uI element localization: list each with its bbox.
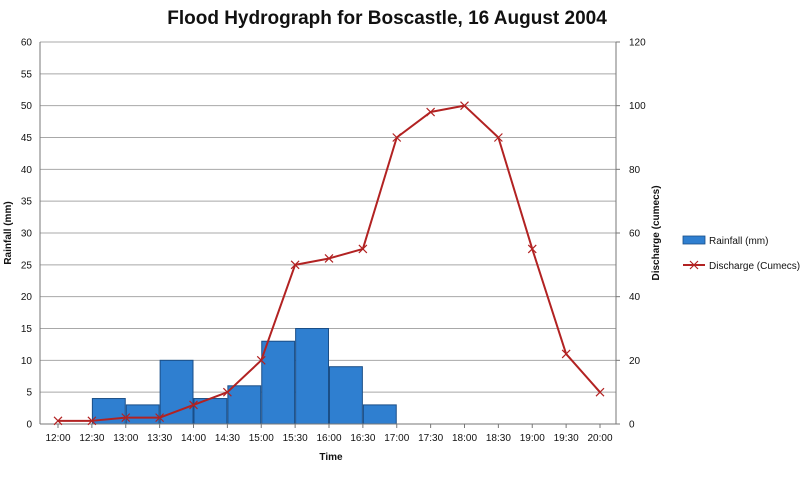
discharge-point-marker [53, 416, 63, 426]
y-left-tick-label: 50 [21, 101, 33, 112]
x-tick-label: 13:30 [147, 433, 172, 444]
gridlines [40, 41, 616, 425]
y-left-tick-label: 20 [21, 292, 33, 303]
discharge-point-marker [222, 387, 232, 397]
discharge-point-marker [561, 349, 571, 359]
rainfall-bar [227, 385, 262, 425]
discharge-point-marker [155, 413, 165, 423]
x-tick-label: 19:00 [520, 433, 545, 444]
y-right-tick-label: 80 [629, 165, 641, 176]
x-tick-label: 12:30 [79, 433, 104, 444]
rainfall-bar [362, 404, 397, 425]
x-tick-label: 18:00 [452, 433, 477, 444]
x-tick-label: 19:30 [554, 433, 579, 444]
y-left-tick-label: 40 [21, 165, 33, 176]
x-tick-label: 16:00 [316, 433, 341, 444]
discharge-point-marker [595, 387, 605, 397]
y-left-tick-label: 25 [21, 260, 33, 271]
y-left-tick-label: 10 [21, 356, 33, 367]
y-left-tick-label: 60 [21, 38, 33, 49]
x-tick-label: 12:00 [45, 433, 70, 444]
y-left-tick-label: 0 [26, 420, 32, 431]
x-tick-label: 17:00 [384, 433, 409, 444]
rainfall-bar [329, 366, 363, 425]
discharge-point-marker [256, 355, 266, 365]
legend-label-rainfall: Rainfall (mm) [709, 236, 768, 247]
discharge-point-marker [121, 413, 131, 423]
chart-title: Flood Hydrograph for Boscastle, 16 Augus… [167, 8, 607, 29]
y-right-tick-label: 0 [629, 420, 635, 431]
discharge-line [53, 101, 605, 426]
x-tick-label: 14:00 [181, 433, 206, 444]
discharge-point-marker [324, 254, 334, 263]
rainfall-bar [125, 404, 160, 425]
discharge-point-marker [527, 244, 537, 254]
y-right-tick-label: 40 [629, 292, 641, 303]
legend-marker-discharge [689, 260, 699, 270]
y-left-tick-label: 15 [21, 324, 33, 335]
x-tick-label: 17:30 [418, 433, 443, 444]
x-tick-label: 16:30 [350, 433, 375, 444]
legend: Rainfall (mm) Discharge (Cumecs) [682, 235, 800, 272]
y-right-tick-label: 20 [629, 356, 641, 367]
x-tick-label: 18:30 [486, 433, 511, 444]
rainfall-bar [295, 328, 329, 425]
axes [39, 41, 620, 428]
discharge-point-marker [358, 244, 368, 254]
x-tick-label: 14:30 [215, 433, 240, 444]
y-left-tick-label: 30 [21, 229, 33, 240]
y-axis-right-label: Discharge (cumecs) [651, 185, 662, 280]
x-tick-label: 15:30 [283, 433, 308, 444]
y-right-tick-label: 60 [629, 229, 641, 240]
tick-labels: 0 5 10 15 20 25 30 35 40 45 50 55 60 0 20 40 60 80 100 120 1… [21, 38, 646, 445]
x-tick-label: 15:00 [249, 433, 274, 444]
legend-label-discharge: Discharge (Cumecs) [709, 261, 800, 272]
discharge-point-marker [290, 260, 300, 270]
y-left-tick-label: 35 [21, 197, 33, 208]
y-left-tick-label: 5 [26, 388, 32, 399]
y-left-tick-label: 55 [21, 69, 33, 80]
discharge-point-marker [392, 133, 402, 142]
y-axis-left-label: Rainfall (mm) [3, 201, 14, 264]
discharge-point-marker [189, 400, 198, 410]
y-right-tick-label: 120 [629, 38, 646, 49]
legend-swatch-rainfall [682, 235, 706, 245]
discharge-point-marker [460, 101, 469, 111]
x-axis-label: Time [319, 452, 343, 463]
y-right-tick-label: 100 [629, 101, 646, 112]
discharge-point-marker [493, 133, 503, 142]
x-tick-label: 13:00 [113, 433, 138, 444]
x-tick-label: 20:00 [587, 433, 612, 444]
discharge-point-marker [426, 107, 436, 117]
rainfall-bar [261, 340, 296, 425]
y-left-tick-label: 45 [21, 133, 33, 144]
rainfall-bar [159, 359, 194, 425]
discharge-point-marker [87, 416, 97, 426]
